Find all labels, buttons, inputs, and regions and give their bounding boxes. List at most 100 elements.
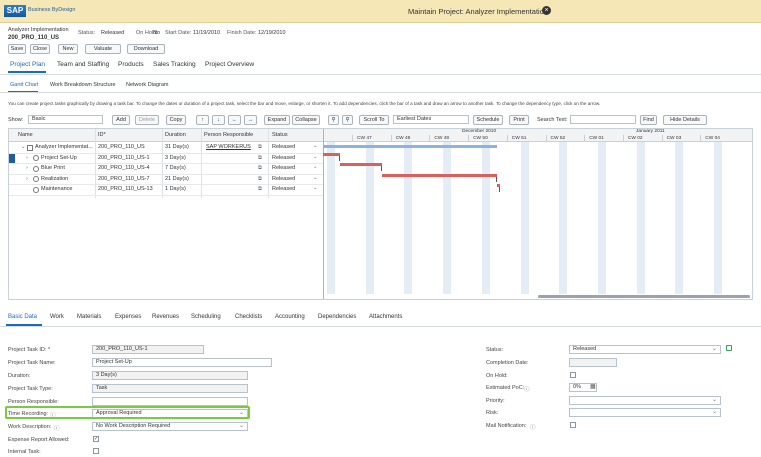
subtab[interactable]: Network Diagram (126, 82, 169, 88)
table-header-bg (9, 129, 323, 142)
checkbox[interactable]: ✓ (93, 436, 99, 442)
detail-tab[interactable]: Accounting (275, 314, 305, 320)
print-button[interactable]: Print (509, 115, 529, 125)
field-input[interactable] (92, 397, 248, 406)
weekend-stripe (636, 142, 645, 294)
week-label: CW 51 (511, 136, 527, 141)
detail-tab[interactable]: Expenses (115, 314, 142, 320)
button[interactable]: Download (127, 44, 165, 54)
detail-tab[interactable]: Revenues (152, 314, 180, 320)
task-bar (340, 163, 382, 166)
find-button[interactable]: Find (640, 115, 657, 125)
highlight-box (5, 406, 250, 419)
zoom-button[interactable]: ⚲ (328, 115, 339, 125)
arrow-button[interactable]: ← (228, 115, 241, 125)
status-caret: ⌄ (313, 164, 318, 170)
tab[interactable]: Project Overview (205, 61, 255, 68)
task-name[interactable]: Blue Print (41, 165, 65, 171)
subtab[interactable]: Gantt Chart (10, 82, 39, 88)
field-input[interactable] (569, 358, 617, 367)
select-caret: ⌄ (712, 346, 718, 352)
task-status[interactable]: Released (272, 165, 296, 171)
field-input[interactable]: Project Set-Up (92, 358, 272, 367)
logo-sub: Business ByDesign (28, 7, 76, 13)
gantt-header (323, 129, 752, 142)
field-label: Duration: (8, 373, 31, 379)
detail-tab[interactable]: Checklists (235, 314, 263, 320)
show-select[interactable]: Basic (28, 115, 103, 124)
show-label: Show: (8, 117, 24, 123)
detail-tab[interactable]: Work (50, 314, 64, 320)
status-caret: ⌄ (313, 143, 318, 149)
field-input[interactable] (569, 408, 721, 417)
task-status[interactable]: Released (272, 154, 296, 161)
field-input[interactable]: Task (92, 384, 248, 393)
object-name: Analyzer Implementation (8, 27, 69, 33)
arrow-button[interactable]: ↑ (196, 115, 209, 125)
field-input[interactable]: 0% (569, 383, 597, 392)
toolbar-button[interactable]: Collapse (292, 115, 320, 125)
detail-tab[interactable]: Materials (77, 314, 102, 320)
arrow-button[interactable]: ↓ (212, 115, 225, 125)
task-status[interactable]: Released (272, 175, 296, 182)
week-label: CW 47 (357, 136, 372, 141)
tab[interactable]: Project Plan (10, 61, 46, 68)
task-duration: 1 Day(s) (165, 186, 186, 192)
detail-tab[interactable]: Attachments (369, 314, 403, 320)
field-label: Project Task Name: (8, 360, 56, 366)
task-name[interactable]: Realization (41, 175, 69, 182)
field-input[interactable]: 200_PRO_110_US-1 (92, 345, 204, 354)
button[interactable]: Valuate (85, 44, 121, 54)
subtab[interactable]: Work Breakdown Structure (50, 82, 116, 88)
tab[interactable]: Sales Tracking (153, 61, 196, 68)
search-input[interactable] (570, 115, 636, 124)
button[interactable]: Save (8, 44, 26, 54)
task-name[interactable]: Analyzer Implementat... (35, 144, 93, 150)
field-input[interactable] (569, 396, 721, 405)
object-id: 200_PRO_110_US (8, 35, 60, 41)
info-label: Start Date: (165, 30, 192, 36)
field-input[interactable]: Released (569, 345, 721, 354)
field-input[interactable]: 3 Day(s) (92, 371, 248, 380)
arrow-button[interactable]: → (244, 115, 257, 125)
dates-select[interactable]: Earliest Dates (393, 115, 469, 124)
toolbar-button[interactable]: Expand (264, 115, 290, 125)
task-icon (33, 165, 39, 172)
task-status[interactable]: Released (272, 186, 296, 192)
detail-tab[interactable]: Basic Data (8, 314, 38, 320)
task-name[interactable]: Project Set-Up (41, 154, 77, 161)
toolbar-button[interactable]: Add (112, 115, 130, 125)
close-icon[interactable]: × (542, 6, 551, 15)
person-icon: ⧉ (258, 154, 262, 161)
tab[interactable]: Products (118, 61, 144, 68)
week-line (661, 135, 663, 142)
column-header: Duration (165, 132, 186, 138)
detail-tab[interactable]: Scheduling (191, 314, 221, 320)
field-input[interactable]: No Work Description Required (92, 422, 248, 431)
schedule-button[interactable]: Schedule (473, 115, 503, 125)
info-label: Finish Date: (227, 30, 257, 36)
checkbox[interactable] (93, 448, 99, 454)
status-caret: ⌄ (313, 153, 318, 160)
person-icon: ⧉ (258, 165, 262, 171)
scroll-to[interactable]: Scroll To (359, 115, 389, 125)
checkbox[interactable] (570, 422, 576, 428)
week-label: CW 04 (705, 136, 720, 141)
hide-details[interactable]: Hide Details (663, 115, 707, 125)
column-header: Status (272, 132, 288, 138)
toolbar-button[interactable]: Copy (166, 115, 186, 125)
checkbox[interactable] (570, 372, 576, 378)
tab[interactable]: Team and Staffing (57, 61, 110, 68)
week-line (390, 135, 392, 142)
button[interactable]: New (58, 44, 78, 54)
zoom-button[interactable]: ⚲ (342, 115, 353, 125)
toolbar-button[interactable]: Delete (135, 115, 159, 125)
detail-tab[interactable]: Dependencies (318, 314, 357, 320)
task-status[interactable]: Released (272, 144, 296, 150)
button[interactable]: Close (30, 44, 50, 54)
task-name[interactable]: Maintenance (41, 186, 73, 192)
page-title: Maintain Project: Analyzer Implementatio… (408, 7, 549, 16)
task-person[interactable]: SAP WORKERUS (206, 144, 251, 150)
info-label: On Hold: (136, 30, 158, 36)
info-value: Released (101, 30, 125, 36)
